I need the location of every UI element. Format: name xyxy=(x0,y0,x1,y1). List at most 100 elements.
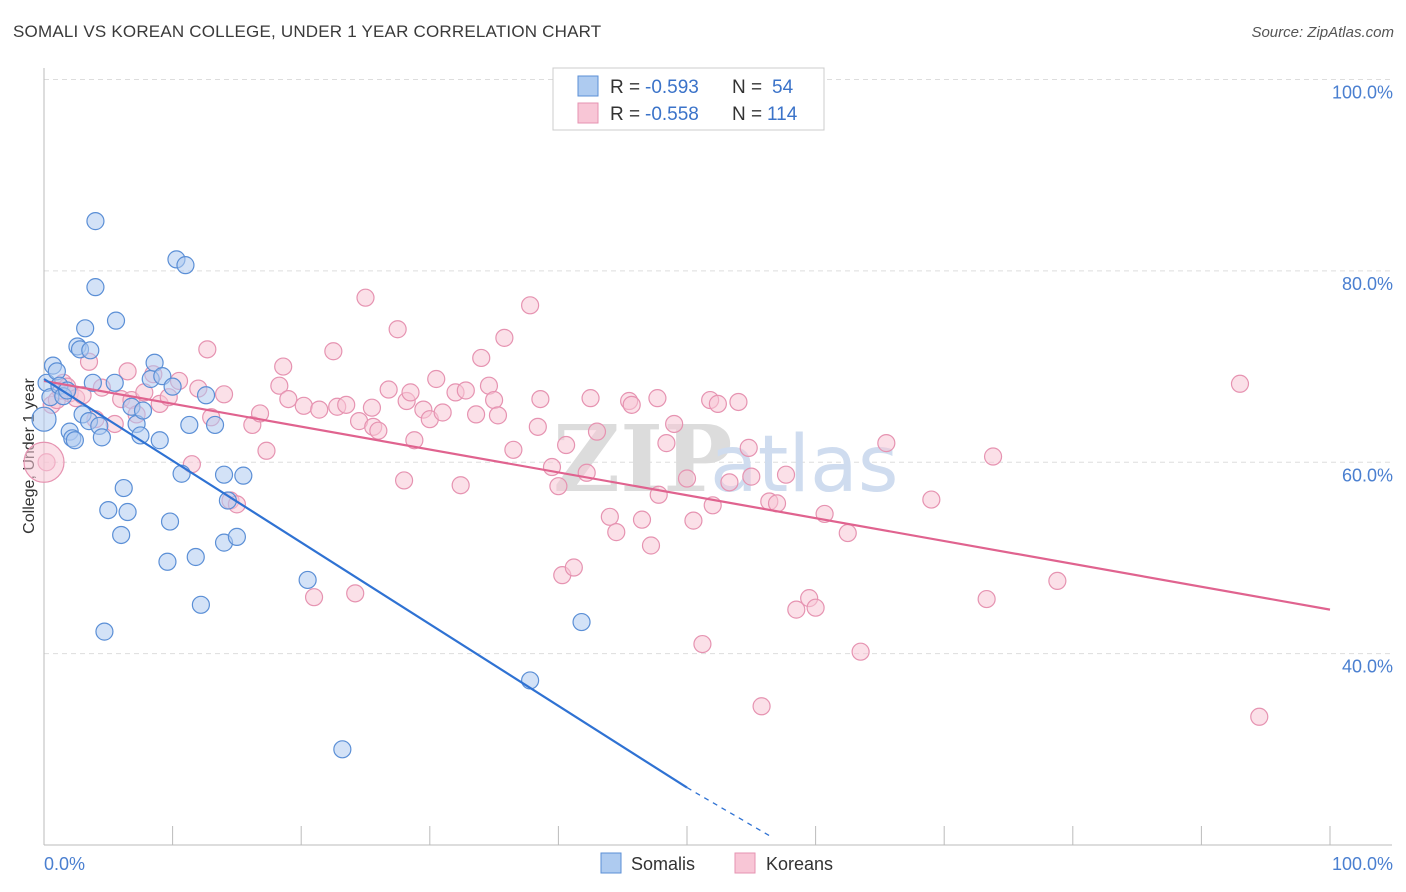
somali-point-41 xyxy=(176,256,195,275)
korean-point-14 xyxy=(118,362,137,381)
korean-point-90 xyxy=(693,634,712,654)
korean-point-32 xyxy=(270,376,289,395)
korean-point-81 xyxy=(622,395,641,414)
x-tick-label-max: 100.0% xyxy=(1332,854,1393,874)
watermark-zip: ZIP xyxy=(553,405,732,513)
korean-point-107 xyxy=(851,642,870,661)
trend-lines xyxy=(43,378,1331,837)
somali-point-51 xyxy=(234,466,253,485)
somali-point-53 xyxy=(333,740,352,759)
korean-point-36 xyxy=(304,588,324,607)
somali-point-45 xyxy=(196,386,216,405)
legend-n-label-koreans: N = xyxy=(732,104,762,125)
series-legend-label-koreans[interactable]: Koreans xyxy=(766,854,833,874)
legend-swatch-somalis xyxy=(577,75,599,97)
korean-point-113 xyxy=(1230,374,1250,393)
korean-point-41 xyxy=(346,584,365,603)
somali-point-23 xyxy=(105,373,124,392)
somali-point-21 xyxy=(95,622,114,641)
series-legend-label-somalis[interactable]: Somalis xyxy=(631,854,695,874)
series-legend-swatch-somalis[interactable] xyxy=(600,852,622,874)
somali-point-33 xyxy=(145,353,164,372)
korean-point-108 xyxy=(877,434,896,453)
y-tick-label-60: 60.0% xyxy=(1342,465,1393,485)
somali-point-27 xyxy=(118,502,137,522)
korean-point-61 xyxy=(472,348,491,368)
somali-point-24 xyxy=(106,311,126,330)
somali-point-42 xyxy=(180,415,199,435)
somali-point-22 xyxy=(99,500,118,520)
korean-point-47 xyxy=(379,380,398,399)
korean-point-78 xyxy=(600,507,619,526)
somali-point-37 xyxy=(160,512,180,531)
korean-trend-line xyxy=(43,379,1331,611)
korean-point-95 xyxy=(729,392,748,412)
y-tick-labels: 40.0% 60.0% 80.0% 100.0% xyxy=(1332,83,1393,677)
korean-point-56 xyxy=(433,403,452,422)
korean-point-48 xyxy=(388,320,407,339)
korean-point-83 xyxy=(641,536,661,555)
korean-point-89 xyxy=(684,511,703,530)
korean-point-94 xyxy=(720,473,739,492)
y-tick-label-40: 40.0% xyxy=(1342,657,1393,677)
somali-point-44 xyxy=(191,595,210,614)
korean-point-101 xyxy=(776,465,796,484)
korean-point-98 xyxy=(752,697,771,716)
somali-point-17 xyxy=(86,212,105,231)
korean-point-88 xyxy=(677,469,697,488)
somali-point-55 xyxy=(572,612,591,632)
korean-point-97 xyxy=(742,467,761,486)
korean-point-55 xyxy=(427,369,446,389)
korean-point-51 xyxy=(401,383,420,402)
korean-point-86 xyxy=(657,434,676,453)
somali-point-18 xyxy=(86,278,105,297)
korean-point-37 xyxy=(310,400,329,419)
series-legend-swatch-koreans[interactable] xyxy=(734,852,756,874)
korean-point-73 xyxy=(557,435,576,455)
legend-n-label-somalis: N = xyxy=(732,77,762,98)
legend-n-value-koreans: 114 xyxy=(767,104,798,125)
korean-point-63 xyxy=(485,390,504,410)
korean-point-34 xyxy=(279,389,298,409)
legend-r-label-somalis: R = xyxy=(610,77,640,98)
somali-point-31 xyxy=(133,401,153,420)
somali-points xyxy=(31,212,591,759)
korean-point-49 xyxy=(394,471,414,490)
korean-point-71 xyxy=(549,477,568,496)
korean-point-110 xyxy=(977,589,996,609)
somali-point-9 xyxy=(65,431,84,450)
somali-point-16 xyxy=(83,373,102,392)
legend-r-value-somalis: -0.593 xyxy=(645,77,699,98)
korean-point-112 xyxy=(1048,571,1067,591)
y-tick-label-100: 100.0% xyxy=(1332,83,1393,103)
somali-trend-line xyxy=(43,378,688,789)
somali-point-52 xyxy=(298,570,317,590)
korean-point-74 xyxy=(564,558,583,577)
korean-point-114 xyxy=(1250,707,1269,726)
korean-point-large xyxy=(23,441,65,483)
korean-point-59 xyxy=(456,381,475,400)
somali-point-large xyxy=(31,406,57,432)
somali-point-46 xyxy=(205,415,225,435)
korean-point-46 xyxy=(369,421,388,440)
somali-point-36 xyxy=(158,552,177,571)
korean-point-24 xyxy=(198,340,217,359)
korean-point-93 xyxy=(708,394,727,413)
korean-point-26 xyxy=(214,385,234,404)
somali-point-40 xyxy=(172,464,191,483)
somali-point-50 xyxy=(227,527,246,546)
somali-point-20 xyxy=(92,428,111,447)
chart-title: SOMALI VS KOREAN COLLEGE, UNDER 1 YEAR C… xyxy=(13,22,602,41)
korean-point-111 xyxy=(983,447,1003,466)
korean-point-67 xyxy=(521,296,540,315)
korean-point-76 xyxy=(581,389,600,408)
korean-point-31 xyxy=(257,441,276,460)
legend-swatch-koreans xyxy=(577,102,599,124)
korean-point-82 xyxy=(632,510,652,529)
legend-r-label-koreans: R = xyxy=(610,104,640,125)
somali-point-26 xyxy=(114,478,133,498)
chart-source: Source: ZipAtlas.com xyxy=(1251,24,1394,41)
somali-point-54 xyxy=(521,671,540,690)
somali-point-38 xyxy=(163,377,182,396)
